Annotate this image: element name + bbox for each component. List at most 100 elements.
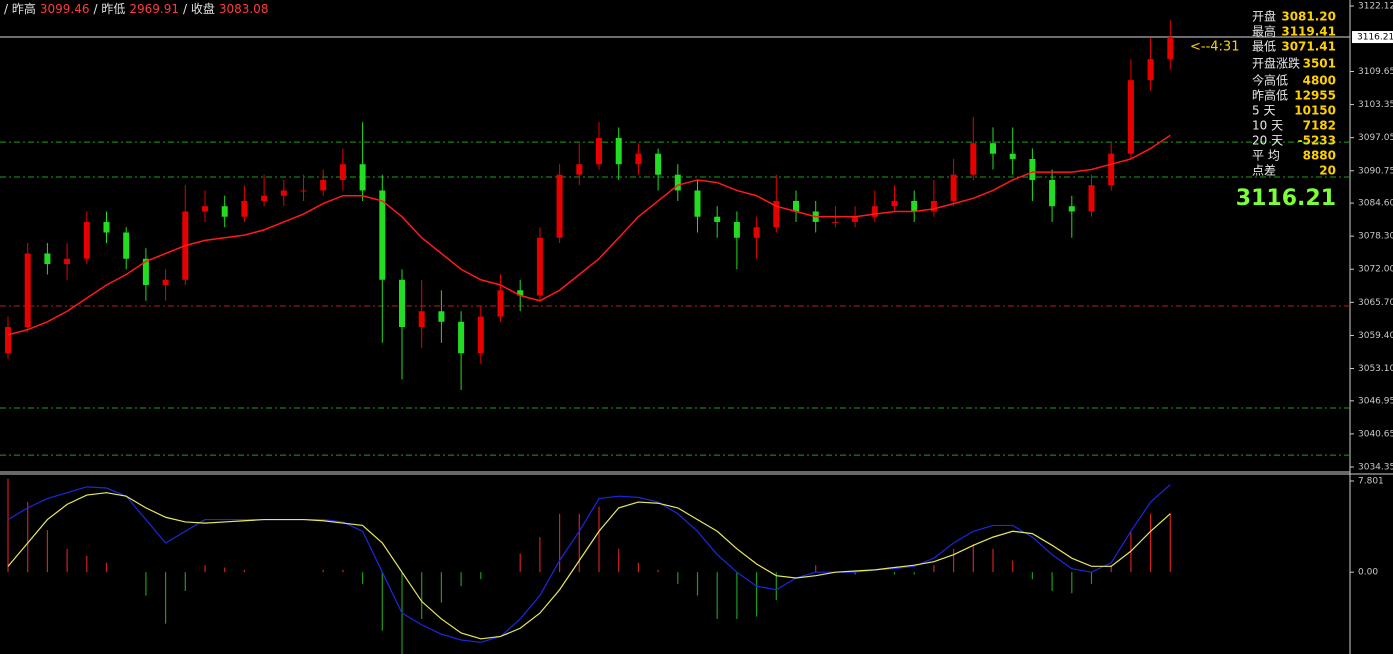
header-value: 2969.91 (129, 2, 179, 16)
candle-body (241, 200, 248, 217)
candle-body (44, 253, 51, 264)
info-label: 今高低 (1252, 73, 1288, 88)
candle-body (891, 200, 898, 207)
header-value: 3099.46 (40, 2, 90, 16)
candle-body (1068, 206, 1075, 212)
header-label: / 收盘 (183, 1, 215, 16)
info-label: 最高 (1252, 24, 1276, 39)
info-value: 7182 (1303, 119, 1336, 133)
candle-body (458, 321, 465, 354)
info-label: 开盘 (1252, 9, 1276, 24)
candle-body (300, 190, 307, 192)
candle-body (773, 200, 780, 228)
y-tick-label: 3097.05 (1358, 133, 1393, 143)
info-value: 3071.41 (1281, 40, 1336, 54)
macd-dea (7, 492, 1171, 640)
candle-body (399, 279, 405, 328)
y-tick-label: 3072.00 (1358, 265, 1393, 275)
candle-body (221, 206, 228, 217)
y-tick-label: 3109.65 (1358, 67, 1393, 77)
candle-body (911, 200, 918, 212)
current-price-box (1352, 31, 1393, 44)
candle-body (990, 143, 996, 154)
y-tick-label: 3103.35 (1358, 100, 1393, 110)
moving-average (7, 134, 1171, 336)
candle-body (1049, 179, 1056, 207)
info-value: 3501 (1303, 57, 1336, 71)
macd-dif (7, 484, 1171, 643)
candle-body (832, 221, 839, 223)
candle-body (202, 206, 208, 212)
candle-body (1088, 185, 1095, 212)
candle-body (320, 179, 327, 191)
candle-body (103, 221, 110, 233)
candle-body (517, 290, 524, 296)
info-value: -5233 (1298, 134, 1336, 148)
y-tick-label: 3078.30 (1358, 232, 1393, 242)
candle-body (674, 174, 681, 191)
y-tick-label: 3034.35 (1358, 463, 1393, 473)
candle-body (596, 137, 602, 165)
current-price-label: 3116.21 (1357, 33, 1393, 43)
candle-body (871, 206, 878, 217)
info-value: 3081.20 (1281, 10, 1336, 24)
candle-body (83, 221, 90, 259)
info-label: 平 均 (1252, 149, 1280, 163)
candle-body (64, 258, 71, 264)
info-label: 昨高低 (1252, 88, 1288, 103)
candle-body (635, 153, 642, 165)
candle-body (615, 137, 622, 165)
candle-body (852, 216, 859, 222)
info-value: 3119.41 (1281, 25, 1336, 39)
y-tick-label: 3053.10 (1358, 364, 1393, 374)
header-label: / 昨高 (4, 1, 36, 16)
candle-body (655, 153, 662, 175)
candle-body (497, 290, 504, 317)
candle-body (714, 216, 721, 222)
y-tick-label: 3122.12 (1358, 2, 1393, 12)
candle-body (753, 227, 760, 238)
candle-body (1108, 153, 1115, 186)
info-value: 8880 (1303, 149, 1336, 163)
candle-body (477, 316, 484, 354)
candle-body (379, 190, 386, 280)
candle-body (536, 237, 543, 296)
candle-body (1147, 59, 1154, 81)
header: / 昨高 3099.46/ 昨低 2969.91 / 收盘 3083.08 (4, 1, 268, 16)
info-value: 20 (1319, 164, 1336, 178)
y-tick-label: 3084.60 (1358, 199, 1393, 209)
info-label: 开盘涨跌 (1252, 56, 1300, 71)
candle-body (438, 311, 445, 322)
candle-body (261, 195, 268, 201)
countdown: <--4:31 (1190, 40, 1239, 55)
candle-body (359, 164, 366, 191)
candle-body (280, 190, 287, 196)
candle-body (5, 327, 11, 354)
candle-body (1127, 80, 1134, 154)
info-value: 12955 (1294, 89, 1336, 103)
candle-body (142, 258, 149, 286)
y-tick-label: 7.801 (1358, 477, 1384, 487)
info-label: 最低 (1252, 40, 1276, 54)
candle-body (24, 253, 31, 328)
candle-body (970, 143, 977, 175)
candle-body (339, 164, 346, 180)
candle-body (1029, 158, 1036, 180)
candle-body (556, 174, 563, 238)
y-tick-label: 3046.95 (1358, 396, 1393, 406)
candle-body (576, 164, 583, 175)
candle-body (1167, 37, 1174, 60)
info-value: 4800 (1303, 74, 1336, 88)
y-tick-label: 3040.65 (1358, 429, 1393, 439)
candle-body (1009, 153, 1016, 159)
candle-body (733, 221, 740, 238)
candle-body (930, 200, 937, 212)
candle-body (694, 190, 701, 217)
candle-body (418, 311, 425, 328)
info-label: 点差 (1252, 164, 1276, 178)
y-tick-label: 0.00 (1358, 568, 1378, 578)
info-value: 10150 (1294, 104, 1336, 118)
candle-body (162, 279, 169, 286)
info-label: 20 天 (1252, 134, 1283, 148)
